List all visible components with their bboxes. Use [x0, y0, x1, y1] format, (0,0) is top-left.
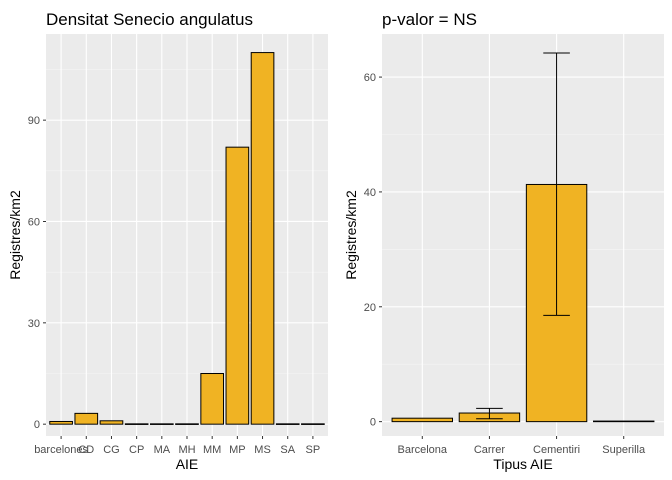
- x-tick-label: barcelones: [34, 444, 88, 456]
- x-tick-label: SP: [306, 444, 321, 456]
- x-axis-title: Tipus AIE: [493, 456, 552, 472]
- bar-superilla: [593, 420, 655, 423]
- x-tick-label: MH: [178, 444, 195, 456]
- bar-cd: [74, 412, 99, 425]
- x-tick-label: CP: [129, 444, 144, 456]
- bars: [49, 52, 325, 425]
- y-tick-label: 60: [364, 72, 376, 84]
- x-tick-label: Cementiri: [533, 444, 580, 456]
- y-axis: 0 30 60 90: [28, 115, 46, 431]
- x-tick-label: Superilla: [602, 444, 646, 456]
- bar-ma: [149, 423, 174, 425]
- error-bars: [476, 52, 570, 420]
- bar-mp: [225, 146, 250, 425]
- y-axis-title: Registres/km2: [7, 190, 23, 280]
- y-tick-label: 20: [364, 302, 376, 314]
- chart-pvalor: p-valor = NS 0 20 40 60 Barcelona Carrer Ceme…: [343, 10, 664, 472]
- bar-cg: [99, 420, 124, 425]
- chart-title: Densitat Senecio angulatus: [46, 10, 253, 29]
- x-tick-label: MP: [229, 444, 246, 456]
- bar-sp: [301, 423, 325, 425]
- y-axis-title: Registres/km2: [343, 190, 359, 280]
- y-tick-label: 0: [34, 419, 40, 431]
- chart-densitat: Densitat Senecio angulatus 0 30 60 90 barce…: [7, 10, 328, 472]
- bar-ms: [250, 52, 275, 425]
- bar-barcelones: [49, 420, 73, 425]
- bar-barcelona: [391, 417, 454, 423]
- bar-mh: [175, 423, 199, 425]
- bar-sa: [275, 423, 300, 425]
- plot-panel: [382, 34, 664, 436]
- y-tick-label: 90: [28, 115, 40, 127]
- x-axis-title: AIE: [176, 456, 199, 472]
- bar-mm: [200, 373, 225, 425]
- x-tick-label: MS: [254, 444, 271, 456]
- bar-cp: [124, 423, 149, 425]
- x-axis: Barcelona Carrer Cementiri Superilla: [398, 436, 646, 456]
- x-tick-label: CD: [78, 444, 94, 456]
- x-tick-label: MA: [154, 444, 171, 456]
- y-tick-label: 30: [28, 318, 40, 330]
- x-tick-label: Barcelona: [398, 444, 448, 456]
- y-tick-label: 40: [364, 187, 376, 199]
- y-tick-label: 0: [370, 417, 376, 429]
- grid: [46, 34, 328, 436]
- x-tick-label: SA: [280, 444, 295, 456]
- x-tick-label: Carrer: [474, 444, 506, 456]
- y-axis: 0 20 40 60: [364, 72, 382, 429]
- y-tick-label: 60: [28, 216, 40, 228]
- chart-title: p-valor = NS: [382, 10, 477, 29]
- x-tick-label: CG: [103, 444, 120, 456]
- x-tick-label: MM: [203, 444, 221, 456]
